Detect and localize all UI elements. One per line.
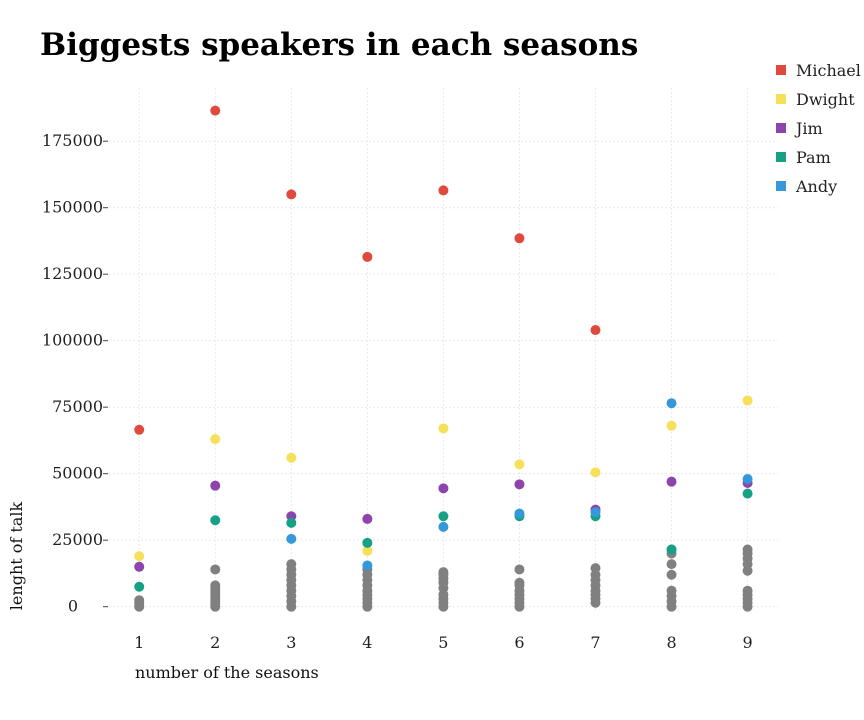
other-speaker-point — [742, 585, 753, 596]
legend-label-pam: Pam — [796, 148, 831, 167]
y-axis: 0 25000 50000 75000 100000 125000 150000 175000 — [42, 131, 108, 616]
legend-swatch-michael — [776, 65, 786, 75]
point-andy — [438, 521, 449, 532]
x-axis-label: number of the seasons — [135, 663, 319, 682]
point-michael — [590, 325, 601, 336]
other-speaker-point — [666, 585, 677, 596]
other-speaker-point — [590, 563, 601, 574]
point-michael — [134, 424, 145, 435]
point-dwight — [286, 452, 297, 463]
x-axis: 1 2 3 4 5 6 7 8 9 — [134, 633, 753, 652]
point-andy — [666, 398, 677, 409]
gridlines — [105, 88, 778, 612]
y-tick-label: 75000 — [52, 397, 103, 416]
other-speaker-point — [666, 569, 677, 580]
point-jim — [362, 513, 373, 524]
x-tick-label: 6 — [514, 633, 524, 652]
point-dwight — [134, 551, 145, 562]
other-speaker-point — [438, 567, 449, 578]
point-michael — [210, 105, 221, 116]
point-andy — [742, 474, 753, 485]
point-pam — [210, 515, 221, 526]
legend-swatch-andy — [776, 181, 786, 191]
other-speaker-point — [210, 580, 221, 591]
other-speaker-point — [666, 559, 677, 570]
point-pam — [666, 544, 677, 555]
point-pam — [362, 537, 373, 548]
y-tick-label: 150000 — [42, 198, 103, 217]
point-michael — [362, 251, 373, 262]
x-tick-label: 7 — [590, 633, 600, 652]
point-andy — [590, 507, 601, 518]
chart-title: Biggests speakers in each seasons — [40, 27, 638, 63]
point-jim — [514, 479, 525, 490]
y-tick-label: 0 — [68, 597, 78, 616]
point-jim — [666, 476, 677, 487]
point-dwight — [438, 423, 449, 434]
x-tick-label: 8 — [666, 633, 676, 652]
point-dwight — [210, 434, 221, 445]
point-pam — [134, 581, 145, 592]
point-andy — [286, 533, 297, 544]
y-tick-label: 25000 — [52, 530, 103, 549]
legend-swatch-jim — [776, 123, 786, 133]
legend-label-dwight: Dwight — [796, 90, 855, 109]
legend-swatch-pam — [776, 152, 786, 162]
x-tick-label: 4 — [362, 633, 372, 652]
point-pam — [438, 511, 449, 522]
other-speaker-point — [210, 564, 221, 575]
legend-label-andy: Andy — [795, 177, 837, 196]
point-dwight — [742, 395, 753, 406]
legend-label-michael: Michael — [796, 61, 861, 80]
y-tick-label: 100000 — [42, 331, 103, 350]
other-speaker-point — [134, 595, 145, 606]
point-michael — [438, 185, 449, 196]
legend-label-jim: Jim — [794, 119, 823, 138]
point-pam — [742, 488, 753, 499]
x-tick-label: 1 — [134, 633, 144, 652]
other-speaker-point — [286, 559, 297, 570]
point-pam — [286, 517, 297, 528]
other-speaker-point — [514, 564, 525, 575]
legend-swatch-dwight — [776, 94, 786, 104]
point-jim — [134, 561, 145, 572]
legend: Michael Dwight Jim Pam Andy — [776, 61, 861, 196]
y-tick-label: 50000 — [52, 464, 103, 483]
x-tick-label: 2 — [210, 633, 220, 652]
point-michael — [286, 189, 297, 200]
point-andy — [514, 508, 525, 519]
point-dwight — [590, 467, 601, 478]
point-dwight — [514, 459, 525, 470]
other-speaker-point — [742, 544, 753, 555]
other-speaker-point — [514, 577, 525, 588]
point-jim — [210, 480, 221, 491]
y-tick-label: 125000 — [42, 264, 103, 283]
x-tick-label: 5 — [438, 633, 448, 652]
point-dwight — [666, 420, 677, 431]
point-andy — [362, 560, 373, 571]
y-tick-label: 175000 — [42, 131, 103, 150]
data-points — [134, 105, 753, 612]
x-tick-label: 9 — [742, 633, 752, 652]
y-axis-label: lenght of talk — [7, 502, 26, 611]
point-jim — [438, 483, 449, 494]
x-tick-label: 3 — [286, 633, 296, 652]
point-michael — [514, 233, 525, 244]
point-dwight — [362, 545, 373, 556]
